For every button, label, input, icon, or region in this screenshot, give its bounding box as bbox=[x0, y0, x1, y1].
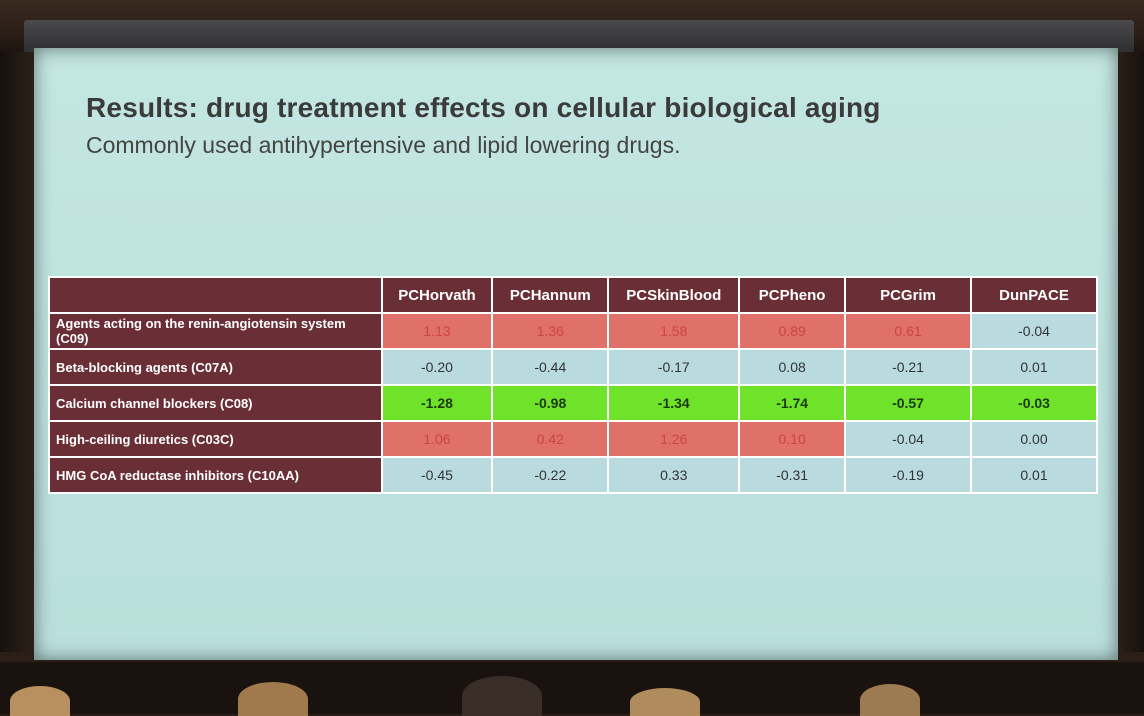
audience-area bbox=[0, 662, 1144, 716]
table-cell: 0.10 bbox=[738, 420, 847, 458]
table-cell: -1.74 bbox=[738, 384, 847, 422]
table-row: High-ceiling diuretics (C03C) 1.06 0.42 1.2… bbox=[48, 420, 1098, 458]
wall-right bbox=[1114, 52, 1144, 652]
table-cell: -0.03 bbox=[970, 384, 1098, 422]
table-cell: 1.26 bbox=[607, 420, 741, 458]
audience-head bbox=[860, 684, 920, 716]
table-cell: -0.31 bbox=[738, 456, 847, 494]
audience-head bbox=[238, 682, 308, 716]
wall-left bbox=[0, 52, 34, 652]
row-label: Calcium channel blockers (C08) bbox=[48, 384, 383, 422]
column-header: PCHannum bbox=[491, 276, 610, 314]
column-header: PCHorvath bbox=[380, 276, 494, 314]
slide-title: Results: drug treatment effects on cellu… bbox=[86, 92, 881, 123]
projection-screen: Results: drug treatment effects on cellu… bbox=[34, 48, 1118, 660]
table-cell: 0.01 bbox=[970, 456, 1098, 494]
table-cell: -0.57 bbox=[844, 384, 972, 422]
column-header: PCPheno bbox=[738, 276, 847, 314]
table-cell: -0.22 bbox=[491, 456, 610, 494]
table-cell: -0.19 bbox=[844, 456, 972, 494]
table-cell: -0.17 bbox=[607, 348, 741, 386]
table-cell: -0.45 bbox=[380, 456, 494, 494]
table-row: Calcium channel blockers (C08) -1.28 -0.98… bbox=[48, 384, 1098, 422]
table-row: Agents acting on the renin-angiotensin s… bbox=[48, 312, 1098, 350]
table-cell: -1.34 bbox=[607, 384, 741, 422]
audience-head bbox=[462, 676, 542, 716]
table-cell: 0.33 bbox=[607, 456, 741, 494]
row-label: Agents acting on the renin-angiotensin s… bbox=[48, 312, 383, 350]
table-cell: -1.28 bbox=[380, 384, 494, 422]
column-header: PCSkinBlood bbox=[607, 276, 741, 314]
table-cell: 0.89 bbox=[738, 312, 847, 350]
table-cell: -0.98 bbox=[491, 384, 610, 422]
slide-subtitle: Commonly used antihypertensive and lipid… bbox=[86, 132, 681, 158]
table-cell: 0.01 bbox=[970, 348, 1098, 386]
table-cell: 1.36 bbox=[491, 312, 610, 350]
audience-head bbox=[630, 688, 700, 716]
column-header: PCGrim bbox=[844, 276, 972, 314]
table-cell: -0.04 bbox=[970, 312, 1098, 350]
table-cell: 0.08 bbox=[738, 348, 847, 386]
row-label: High-ceiling diuretics (C03C) bbox=[48, 420, 383, 458]
table-cell: -0.20 bbox=[380, 348, 494, 386]
table-cell: 0.61 bbox=[844, 312, 972, 350]
results-table: PCHorvath PCHannum PCSkinBlood PCPheno P… bbox=[48, 276, 1098, 494]
table-cell: 0.00 bbox=[970, 420, 1098, 458]
table-row: Beta-blocking agents (C07A) -0.20 -0.44 -0.… bbox=[48, 348, 1098, 386]
corner-cell bbox=[48, 276, 383, 314]
row-label: Beta-blocking agents (C07A) bbox=[48, 348, 383, 386]
table-cell: -0.44 bbox=[491, 348, 610, 386]
row-label: HMG CoA reductase inhibitors (C10AA) bbox=[48, 456, 383, 494]
table-cell: -0.04 bbox=[844, 420, 972, 458]
table-cell: 0.42 bbox=[491, 420, 610, 458]
column-header: DunPACE bbox=[970, 276, 1098, 314]
table-row: HMG CoA reductase inhibitors (C10AA) -0.4… bbox=[48, 456, 1098, 494]
table-cell: 1.13 bbox=[380, 312, 494, 350]
table-cell: 1.58 bbox=[607, 312, 741, 350]
table-cell: 1.06 bbox=[380, 420, 494, 458]
table-header-row: PCHorvath PCHannum PCSkinBlood PCPheno P… bbox=[48, 276, 1098, 314]
audience-head bbox=[10, 686, 70, 716]
table-cell: -0.21 bbox=[844, 348, 972, 386]
